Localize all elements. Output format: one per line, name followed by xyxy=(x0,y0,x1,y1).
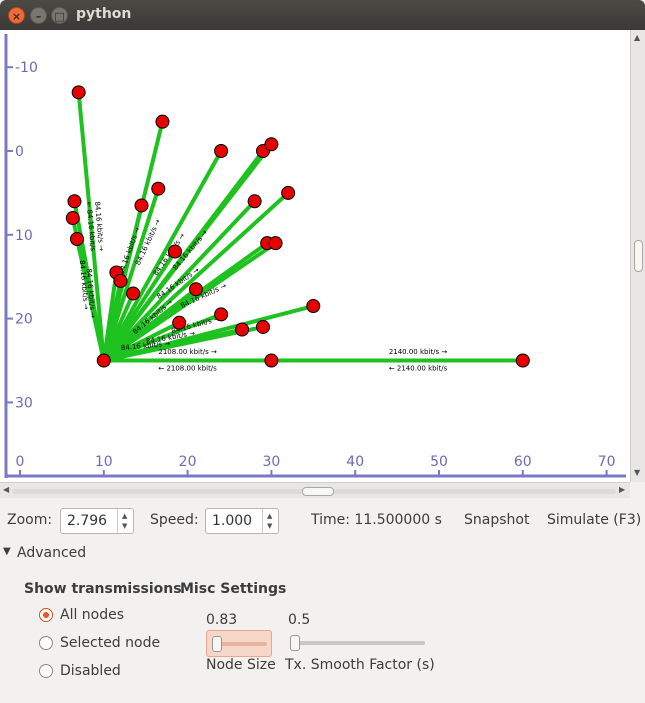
radio-disabled-label[interactable]: Disabled xyxy=(60,663,121,679)
link-rate-label: ← 2108.00 kbit/s xyxy=(158,365,217,373)
x-tick-label: 10 xyxy=(95,454,113,470)
vertical-scroll-thumb[interactable] xyxy=(634,240,643,272)
x-tick-label: 0 xyxy=(16,454,25,470)
speed-increment-icon[interactable]: ▲ xyxy=(267,512,272,520)
network-node[interactable] xyxy=(152,182,165,195)
radio-all-nodes-label[interactable]: All nodes xyxy=(60,607,124,623)
network-node[interactable] xyxy=(66,212,79,225)
network-node[interactable] xyxy=(248,195,261,208)
network-node[interactable] xyxy=(169,245,182,258)
node-size-value: 0.83 xyxy=(206,612,237,628)
network-node[interactable] xyxy=(215,145,228,158)
x-tick-label: 70 xyxy=(598,454,616,470)
network-node[interactable] xyxy=(68,195,81,208)
speed-spinbox[interactable]: 1.000 ▲ ▼ xyxy=(205,508,279,534)
network-node[interactable] xyxy=(135,199,148,212)
node-size-slider-knob[interactable] xyxy=(212,636,222,652)
network-node[interactable] xyxy=(516,354,529,367)
node-size-slider[interactable] xyxy=(206,630,272,657)
window-maximize-button[interactable]: □ xyxy=(51,7,68,24)
zoom-decrement-icon[interactable]: ▼ xyxy=(122,522,127,530)
x-tick-label: 60 xyxy=(514,454,532,470)
scroll-left-arrow-icon[interactable]: ◀ xyxy=(3,485,9,494)
hub-node[interactable] xyxy=(97,354,110,367)
network-canvas[interactable]: -10 0 10 20 30 0 10 20 30 40 50 60 70 2140.00 kbit/s… xyxy=(0,30,630,482)
speed-decrement-icon[interactable]: ▼ xyxy=(267,522,272,530)
zoom-value[interactable]: 2.796 xyxy=(67,513,107,529)
advanced-expander[interactable]: Advanced xyxy=(17,545,86,561)
network-node[interactable] xyxy=(173,316,186,329)
horizontal-scroll-thumb[interactable] xyxy=(302,487,334,496)
link-rate-label: ← 2140.00 kbit/s xyxy=(389,365,448,373)
network-node[interactable] xyxy=(265,138,278,151)
scroll-right-arrow-icon[interactable]: ▶ xyxy=(619,485,625,494)
network-node[interactable] xyxy=(127,287,140,300)
network-node[interactable] xyxy=(114,274,127,287)
speed-value[interactable]: 1.000 xyxy=(212,513,252,529)
expander-arrow-icon[interactable]: ▼ xyxy=(3,546,11,557)
misc-settings-title: Misc Settings xyxy=(180,581,286,597)
zoom-label: Zoom: xyxy=(7,512,52,528)
network-plot[interactable]: -10 0 10 20 30 0 10 20 30 40 50 60 70 2140.00 kbit/s… xyxy=(0,30,630,482)
network-node[interactable] xyxy=(236,323,249,336)
network-node[interactable] xyxy=(265,354,278,367)
network-node[interactable] xyxy=(215,308,228,321)
y-tick-label: -10 xyxy=(15,60,38,76)
network-node[interactable] xyxy=(70,232,83,245)
title-bar[interactable]: × – □ python xyxy=(0,0,645,30)
radio-selected-node[interactable] xyxy=(39,636,53,650)
smooth-factor-slider-knob[interactable] xyxy=(290,635,300,651)
vertical-scrollbar[interactable]: ▲ ▼ xyxy=(630,30,645,482)
link-rate-label: 2108.00 kbit/s → xyxy=(158,348,217,356)
window-title: python xyxy=(76,6,131,22)
network-node[interactable] xyxy=(189,283,202,296)
scroll-down-arrow-icon[interactable]: ▼ xyxy=(634,468,640,477)
radio-selected-node-label[interactable]: Selected node xyxy=(60,635,160,651)
simulate-button[interactable]: Simulate (F3) xyxy=(547,512,641,528)
y-tick-label: 10 xyxy=(15,228,33,244)
x-tick-label: 50 xyxy=(430,454,448,470)
link-rate-label: 2140.00 kbit/s → xyxy=(389,348,448,356)
y-tick-label: 20 xyxy=(15,312,33,328)
smooth-factor-label: Tx. Smooth Factor (s) xyxy=(285,657,435,673)
time-readout: Time: 11.500000 s xyxy=(311,512,442,528)
network-node[interactable] xyxy=(307,300,320,313)
snapshot-button[interactable]: Snapshot xyxy=(464,512,529,528)
scroll-up-arrow-icon[interactable]: ▲ xyxy=(634,33,640,42)
speed-label: Speed: xyxy=(150,512,199,528)
window-close-button[interactable]: × xyxy=(8,7,25,24)
network-node[interactable] xyxy=(72,86,85,99)
network-node[interactable] xyxy=(269,237,282,250)
network-node[interactable] xyxy=(156,115,169,128)
y-tick-label: 0 xyxy=(15,144,24,160)
radio-disabled[interactable] xyxy=(39,664,53,678)
window-minimize-button[interactable]: – xyxy=(30,7,47,24)
zoom-increment-icon[interactable]: ▲ xyxy=(122,512,127,520)
smooth-factor-slider-track[interactable] xyxy=(291,641,425,645)
x-tick-label: 40 xyxy=(346,454,364,470)
network-node[interactable] xyxy=(282,186,295,199)
show-transmissions-title: Show transmissions xyxy=(24,581,182,597)
network-node[interactable] xyxy=(257,320,270,333)
smooth-factor-value: 0.5 xyxy=(288,612,310,628)
radio-all-nodes[interactable] xyxy=(39,608,53,622)
node-size-label: Node Size xyxy=(206,657,276,673)
x-tick-label: 30 xyxy=(262,454,280,470)
x-tick-label: 20 xyxy=(179,454,197,470)
horizontal-scrollbar[interactable]: ◀ ▶ xyxy=(0,482,630,498)
zoom-spinbox[interactable]: 2.796 ▲ ▼ xyxy=(60,508,134,534)
y-tick-label: 30 xyxy=(15,395,33,411)
